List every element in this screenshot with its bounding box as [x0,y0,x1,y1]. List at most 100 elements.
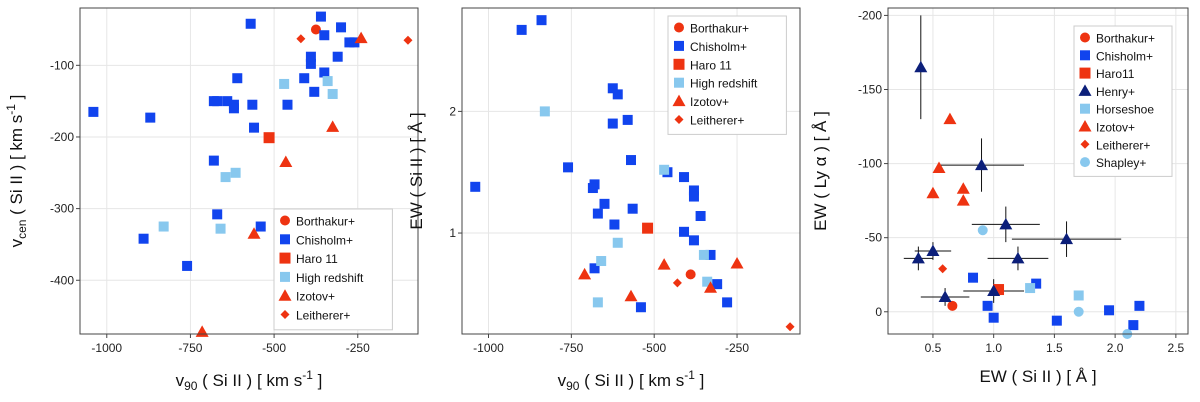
point-chisholm [315,11,326,22]
point-chisholm [1031,278,1042,289]
point-high-redshift [659,164,670,175]
point-chisholm [1128,320,1139,331]
y-tick-label: -300 [50,202,74,216]
legend-label: Izotov+ [296,290,335,304]
point-high-redshift [327,88,338,99]
x-tick-label: -500 [262,341,286,355]
point-chisholm [245,18,256,29]
legend-marker [1080,139,1090,149]
point-chisholm [622,114,633,125]
point-horseshoe [1073,290,1084,301]
legend: Borthakur+ Chisholm+ Haro 11 High redshift I… [667,15,787,135]
point-henry [987,284,1001,297]
point-high-redshift [698,249,709,260]
y-tick-label: 0 [875,305,882,319]
point-horseshoe [1025,283,1036,294]
legend-label: Haro 11 [296,252,338,266]
y-tick-label: -150 [858,83,882,97]
legend-box [1073,25,1173,177]
legend-label: Borthakur+ [690,22,749,36]
panel-1: -1000 -750 -500 -250 -100 -200 -300 -400 v90 ( S… [4,7,419,393]
point-chisholm [563,162,574,173]
point-chisholm [627,203,638,214]
point-chisholm [470,181,481,192]
x-tick-label: -750 [559,341,583,355]
legend-marker [674,115,684,124]
point-chisholm [982,300,993,311]
point-chisholm [232,73,243,84]
legend-label: Horseshoe [1096,103,1154,117]
y-axis-label: EW ( Ly α ) [ Å ] [811,111,830,231]
point-shapley [977,225,988,236]
legend-marker [674,77,684,88]
legend-marker [280,310,290,319]
x-tick-label: -250 [725,341,749,355]
legend-label: Chisholm+ [690,40,747,54]
point-chisholm [516,24,527,35]
x-tick-label: -1000 [473,341,504,355]
point-high-redshift [215,223,226,234]
point-izotov [943,112,957,125]
point-chisholm [679,172,690,183]
point-chisholm [712,279,723,290]
point-high-redshift [322,76,333,87]
point-borthakur [310,24,321,35]
point-chisholm [319,30,330,41]
point-high-redshift [279,78,290,89]
point-chisholm [208,155,219,166]
point-chisholm [299,73,310,84]
point-chisholm [309,86,320,97]
legend-label: Izotov+ [690,95,729,109]
point-chisholm [336,22,347,33]
legend: Borthakur+ Chisholm+ Haro 11 High redshift I… [273,208,393,331]
point-izotov [354,31,368,44]
legend-label: Haro 11 [690,58,732,72]
point-chisholm [592,208,603,219]
legend-marker [280,234,290,245]
point-chisholm [612,89,623,100]
legend-marker [1080,50,1090,61]
legend-box [667,15,787,135]
legend-marker [1078,120,1092,132]
point-izotov [657,258,671,270]
y-tick-label: -200 [858,8,882,22]
legend-marker [280,271,290,282]
point-shapley [1073,306,1084,317]
point-high-redshift [596,256,607,267]
legend-label: Shapley+ [1096,156,1146,170]
point-high-redshift [220,172,231,183]
point-henry [911,251,925,264]
legend-label: Leitherer+ [296,309,350,323]
legend-marker [674,22,684,33]
point-izotov [195,325,209,337]
y-tick-label: 1 [449,226,456,240]
y-axis-label: EW ( Si II ) [ Å ] [407,112,426,229]
point-chisholm [282,99,293,110]
point-chisholm [305,51,316,62]
legend-marker [674,40,684,51]
legend-marker [278,289,292,301]
point-chisholm [705,249,716,260]
point-chisholm [635,302,646,313]
point-henry [1060,232,1074,245]
point-leitherer [403,35,413,45]
legend: Borthakur+ Chisholm+ Haro11 Henry+ Horseshoe… [1073,25,1173,177]
y-tick-label: -100 [50,58,74,72]
point-chisholm [249,122,260,133]
point-chisholm [222,96,233,107]
point-izotov [956,182,970,194]
point-borthakur [947,300,958,311]
point-chisholm [688,191,699,202]
point-izotov [956,194,970,206]
point-leitherer [938,264,948,274]
x-tick-label: -500 [642,341,666,355]
point-leitherer [672,278,682,288]
point-chisholm [228,103,239,114]
x-axis-label: v90 ( Si II ) [ km s-1 ] [558,368,705,393]
point-chisholm [319,67,330,78]
legend-marker [673,58,685,70]
x-tick-label: -1000 [91,341,122,355]
point-chisholm [344,37,355,48]
point-chisholm [1051,315,1062,326]
